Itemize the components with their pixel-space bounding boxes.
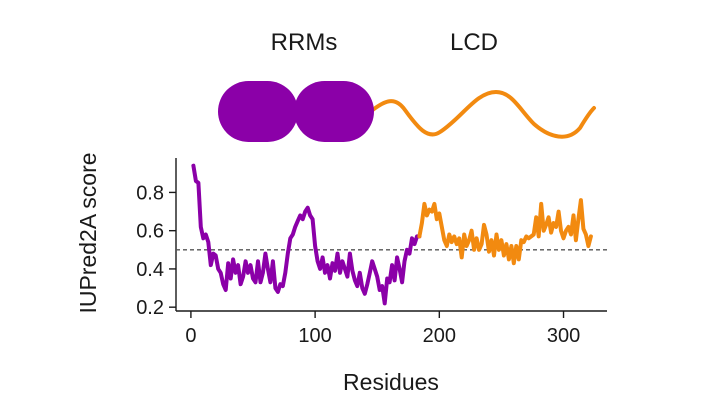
rrm-label: RRMs bbox=[271, 29, 338, 56]
rrm-domain-1 bbox=[218, 81, 298, 142]
y-axis-title: IUPred2A score bbox=[75, 152, 101, 313]
x-axis-title: Residues bbox=[343, 369, 439, 395]
lcd-label: LCD bbox=[450, 29, 498, 56]
lcd-score-line bbox=[417, 198, 593, 266]
plot-area: 0.2 0.4 0.6 0.8 0 100 200 300 bbox=[136, 158, 607, 347]
rrm-domain-2 bbox=[294, 81, 374, 142]
y-tick-label: 0.4 bbox=[136, 259, 164, 281]
x-tick-label: 0 bbox=[185, 325, 196, 347]
y-tick-label: 0.8 bbox=[136, 182, 164, 204]
x-tick-label: 100 bbox=[298, 325, 331, 347]
y-tick-label: 0.6 bbox=[136, 221, 164, 243]
x-tick-label: 200 bbox=[423, 325, 456, 347]
lcd-wave bbox=[368, 89, 596, 139]
y-tick-label: 0.2 bbox=[136, 297, 164, 319]
rrm-score-line bbox=[191, 163, 422, 306]
domain-schematic: RRMs LCD bbox=[218, 29, 596, 142]
x-tick-label: 300 bbox=[547, 325, 580, 347]
